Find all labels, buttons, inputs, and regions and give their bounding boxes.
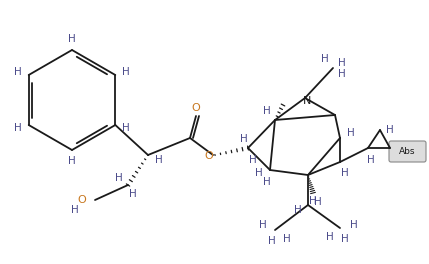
Text: H: H — [314, 197, 322, 207]
Text: H: H — [122, 67, 130, 77]
Text: H: H — [386, 125, 394, 135]
Text: H: H — [341, 168, 349, 178]
Text: H: H — [341, 234, 349, 244]
Text: H: H — [350, 220, 358, 230]
Text: H: H — [255, 168, 263, 178]
Text: H: H — [338, 58, 346, 68]
Text: H: H — [367, 155, 375, 165]
Text: H: H — [249, 155, 257, 165]
Text: H: H — [294, 205, 302, 215]
Text: H: H — [115, 173, 123, 183]
Text: H: H — [122, 123, 130, 133]
Text: H: H — [283, 234, 291, 244]
Text: H: H — [129, 189, 137, 199]
Text: N: N — [303, 96, 311, 106]
Text: H: H — [14, 67, 21, 77]
Text: O: O — [192, 103, 200, 113]
Text: H: H — [326, 232, 334, 242]
Text: H: H — [240, 134, 248, 144]
Text: O: O — [77, 195, 86, 205]
Text: H: H — [263, 106, 271, 116]
FancyBboxPatch shape — [389, 141, 426, 162]
Text: H: H — [155, 155, 163, 165]
Text: H: H — [268, 236, 276, 246]
Text: O: O — [205, 151, 213, 161]
Text: H: H — [68, 156, 76, 166]
Text: H: H — [71, 205, 79, 215]
Text: H: H — [321, 54, 329, 64]
Text: Abs: Abs — [399, 147, 415, 155]
Text: H: H — [68, 34, 76, 44]
Text: H: H — [263, 177, 271, 187]
Text: H: H — [259, 220, 267, 230]
Text: H: H — [347, 128, 355, 138]
Text: H: H — [338, 69, 346, 79]
Text: H: H — [309, 196, 317, 206]
Text: H: H — [14, 123, 21, 133]
